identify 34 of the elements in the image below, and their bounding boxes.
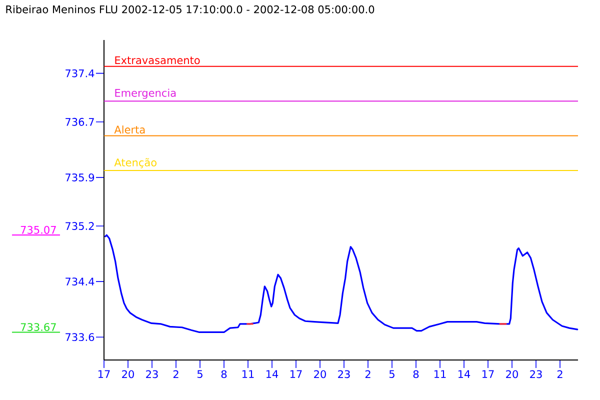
line-series xyxy=(104,234,578,334)
x-tick-label: 20 xyxy=(314,370,326,378)
x-tick-label: 11 xyxy=(242,370,254,378)
chart-title: Ribeirao Meninos FLU 2002-12-05 17:10:00.0 - 2002-12-08 05:00:00.0 xyxy=(6,5,374,14)
y-tick-label: 735.9 xyxy=(66,173,94,182)
x-tick-label: 2 xyxy=(557,370,562,378)
x-tick-label: 20 xyxy=(506,370,518,378)
x-tick-label: 17 xyxy=(290,370,302,378)
ref-line-label: Atenção xyxy=(114,158,156,168)
ref-line-label: Emergencia xyxy=(115,88,176,99)
x-tick-label: 2 xyxy=(173,370,178,378)
x-tick-label: 23 xyxy=(338,370,350,378)
ref-line-label: Extravasamento xyxy=(115,56,200,64)
ref-line-label: Alerta xyxy=(114,125,145,134)
y-tick-label: 736.7 xyxy=(66,118,94,126)
x-tick-label: 11 xyxy=(434,370,446,378)
x-tick-label: 17 xyxy=(482,370,494,378)
x-tick-label: 17 xyxy=(98,370,110,378)
y-tick-label: 737.4 xyxy=(66,69,94,78)
x-tick-label: 2 xyxy=(365,370,370,378)
x-tick-label: 5 xyxy=(389,370,394,378)
y-tick-label: 734.4 xyxy=(66,278,94,286)
x-tick-label: 8 xyxy=(413,370,419,378)
x-tick-label: 14 xyxy=(266,370,278,378)
ref-line-label: 735.07 xyxy=(20,226,56,234)
x-tick-label: 14 xyxy=(458,370,470,378)
x-tick-label: 20 xyxy=(122,370,134,378)
x-tick-label: 8 xyxy=(221,370,227,378)
x-tick-label: 23 xyxy=(530,370,542,378)
y-tick-label: 735.2 xyxy=(66,222,94,230)
ref-line-label: 733.67 xyxy=(20,323,56,332)
y-tick-label: 733.6 xyxy=(66,333,94,342)
x-tick-label: 5 xyxy=(197,370,202,378)
x-tick-label: 23 xyxy=(146,370,158,378)
